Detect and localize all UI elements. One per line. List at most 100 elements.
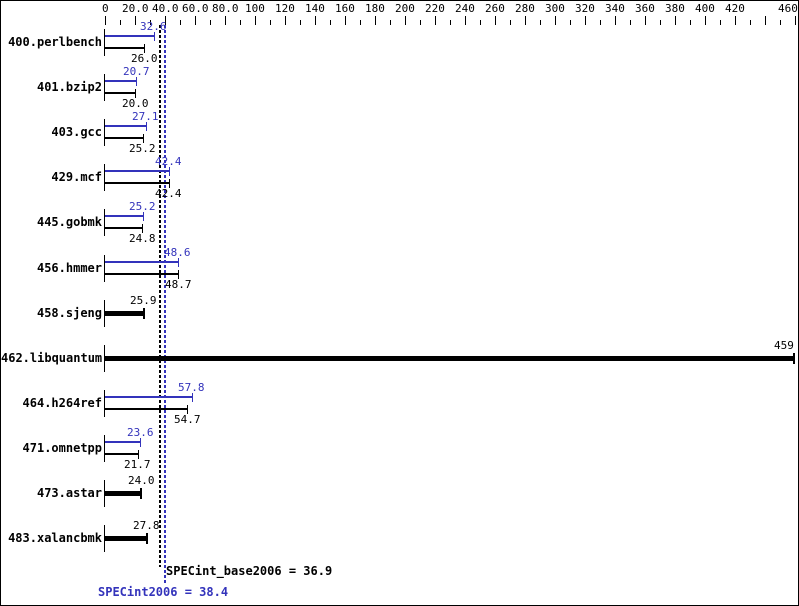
base-bar: [105, 536, 147, 541]
axis-major-tick: [795, 16, 796, 25]
peak-bar-terminal: [136, 77, 137, 86]
peak-value-label: 57.8: [178, 381, 205, 394]
peak-bar-terminal: [192, 393, 193, 402]
base-bar: [105, 273, 178, 275]
base-bar-terminal: [143, 308, 145, 319]
specint-peak-summary: SPECint2006 = 38.4: [98, 585, 229, 599]
axis-tick-label: 180: [365, 2, 385, 15]
axis-tick-label: 80.0: [212, 2, 239, 15]
axis-tick-label: 160: [335, 2, 355, 15]
base-bar: [105, 227, 142, 229]
row-axis-bracket: [104, 74, 105, 101]
row-axis-bracket: [104, 29, 105, 56]
axis-major-tick: [285, 16, 286, 25]
base-bar-terminal: [144, 44, 145, 53]
axis-minor-tick: [210, 20, 211, 25]
axis-tick-label: 280: [515, 2, 535, 15]
benchmark-label: 462.libquantum: [1, 351, 103, 365]
base-bar: [105, 453, 138, 455]
base-value-label: 21.7: [124, 458, 151, 471]
axis-minor-tick: [480, 20, 481, 25]
axis-tick-label: 120: [275, 2, 295, 15]
base-value-label: 24.0: [128, 474, 155, 487]
benchmark-label: 429.mcf: [51, 170, 102, 184]
axis-minor-tick: [630, 20, 631, 25]
axis-major-tick: [255, 16, 256, 25]
axis-tick-label: 40.0: [152, 2, 179, 15]
base-value-label: 26.0: [131, 52, 158, 65]
axis-minor-tick: [270, 20, 271, 25]
axis-major-tick: [555, 16, 556, 25]
axis-minor-tick: [420, 20, 421, 25]
axis-minor-tick: [720, 20, 721, 25]
axis-tick-label: 420: [725, 2, 745, 15]
row-axis-bracket: [104, 390, 105, 417]
base-bar: [105, 47, 144, 49]
peak-mean-line: [164, 25, 166, 584]
peak-bar: [105, 170, 169, 172]
axis-tick-label: 360: [635, 2, 655, 15]
peak-value-label: 20.7: [123, 65, 150, 78]
axis-tick-label: 20.0: [122, 2, 149, 15]
axis-tick-label: 100: [245, 2, 265, 15]
base-bar-terminal: [135, 89, 136, 98]
axis-major-tick: [705, 16, 706, 25]
row-axis-bracket: [104, 119, 105, 146]
base-bar-terminal: [140, 488, 142, 499]
row-axis-bracket: [104, 525, 105, 552]
row-axis-bracket: [104, 209, 105, 236]
base-value-label: 24.8: [129, 232, 156, 245]
benchmark-label: 464.h264ref: [22, 396, 102, 410]
axis-minor-tick: [690, 20, 691, 25]
axis-major-tick: [615, 16, 616, 25]
axis-minor-tick: [450, 20, 451, 25]
axis-tick-label: 400: [695, 2, 715, 15]
axis-major-tick: [345, 16, 346, 25]
peak-bar-terminal: [146, 122, 147, 131]
base-value-label: 459: [774, 339, 794, 352]
axis-minor-tick: [600, 20, 601, 25]
base-bar-terminal: [187, 405, 188, 414]
base-value-label: 25.2: [129, 142, 156, 155]
peak-value-label: 25.2: [129, 200, 156, 213]
axis-tick-label: 340: [605, 2, 625, 15]
axis-minor-tick: [180, 20, 181, 25]
axis-major-tick: [315, 16, 316, 25]
axis-major-tick: [135, 16, 136, 25]
axis-major-tick: [525, 16, 526, 25]
base-bar: [105, 311, 144, 316]
benchmark-label: 471.omnetpp: [22, 441, 102, 455]
axis-minor-tick: [240, 20, 241, 25]
peak-bar: [105, 441, 140, 443]
axis-minor-tick: [120, 20, 121, 25]
axis-major-tick: [435, 16, 436, 25]
peak-value-label: 48.6: [164, 246, 191, 259]
benchmark-label: 483.xalancbmk: [8, 531, 102, 545]
base-value-label: 27.8: [133, 519, 160, 532]
base-value-label: 42.4: [155, 187, 182, 200]
peak-bar-terminal: [143, 212, 144, 221]
axis-tick-label: 260: [485, 2, 505, 15]
axis-minor-tick: [360, 20, 361, 25]
base-bar: [105, 356, 794, 361]
base-bar-terminal: [142, 224, 143, 233]
axis-major-tick: [645, 16, 646, 25]
base-value-label: 48.7: [165, 278, 192, 291]
axis-major-tick: [465, 16, 466, 25]
axis-minor-tick: [150, 20, 151, 25]
benchmark-label: 401.bzip2: [36, 80, 102, 94]
axis-major-tick: [405, 16, 406, 25]
specint-base-summary: SPECint_base2006 = 36.9: [166, 564, 333, 578]
axis-major-tick: [225, 16, 226, 25]
benchmark-label: 456.hmmer: [36, 261, 102, 275]
axis-tick-label: 60.0: [182, 2, 209, 15]
axis-tick-label: 460: [778, 2, 798, 15]
axis-major-tick: [105, 16, 106, 25]
axis-major-tick: [675, 16, 676, 25]
peak-bar: [105, 80, 136, 82]
axis-tick-label: 240: [455, 2, 475, 15]
peak-bar-terminal: [140, 438, 141, 447]
axis-minor-tick: [660, 20, 661, 25]
axis-minor-tick: [330, 20, 331, 25]
